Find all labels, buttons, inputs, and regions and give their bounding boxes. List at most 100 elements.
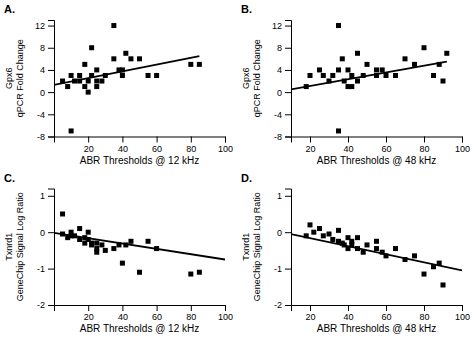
x-tick-mark (424, 137, 425, 143)
x-tick-label: 80 (419, 144, 429, 154)
x-tick-label: 100 (455, 312, 470, 322)
x-tick: 100 (218, 305, 233, 322)
y-tick: 12 (35, 21, 54, 31)
scatter-point (317, 226, 322, 231)
scatter-point (441, 79, 446, 84)
x-tick: 60 (381, 305, 391, 322)
scatter-point (327, 232, 332, 237)
y-tick: -4 (274, 110, 291, 120)
scatter-point (197, 270, 202, 275)
x-tick-mark (386, 305, 387, 311)
plot-area (54, 23, 202, 133)
x-tick: 40 (118, 137, 128, 154)
scatter-point (393, 246, 398, 251)
y-tick-mark (48, 232, 54, 233)
x-tick-label: 40 (343, 312, 353, 322)
y-tick-mark (285, 196, 291, 197)
scatter-point (346, 67, 351, 72)
x-tick-label: 80 (186, 312, 196, 322)
scatter-point (412, 253, 417, 258)
y-tick: -4 (37, 110, 54, 120)
scatter-point (308, 222, 313, 227)
x-tick-mark (424, 305, 425, 311)
panel-label: D. (241, 172, 252, 184)
y-tick: 8 (277, 43, 291, 53)
scatter-point (365, 62, 370, 67)
y-tick: 0 (40, 87, 54, 97)
scatter-point (128, 56, 133, 61)
y-tick-mark (48, 114, 54, 115)
y-tick: 1 (40, 191, 54, 201)
scatter-point (330, 237, 335, 242)
scatter-point (336, 67, 341, 72)
y-tick-mark (48, 70, 54, 71)
y-tick: 1 (277, 191, 291, 201)
y-tick-label: -1 (274, 264, 282, 274)
panel: 20406080100-2-101ABR Thresholds @ 48 kHz… (241, 172, 470, 335)
x-tick: 20 (305, 305, 315, 322)
panel: 20406080100-8-404812ABR Thresholds @ 48 … (241, 3, 470, 166)
scatter-point (431, 73, 436, 78)
scatter-point (422, 272, 427, 277)
x-tick: 100 (218, 137, 233, 154)
x-tick-mark (310, 137, 311, 143)
y-tick: 4 (277, 65, 291, 75)
scatter-point (188, 272, 193, 277)
x-tick: 20 (84, 305, 94, 322)
scatter-point (94, 250, 99, 255)
y-tick-mark (285, 70, 291, 71)
x-tick: 80 (186, 137, 196, 154)
x-axis: 20406080100 (55, 137, 234, 154)
scatter-point (412, 62, 417, 67)
scatter-point (99, 242, 104, 247)
scatter-point (380, 67, 385, 72)
x-tick-mark (122, 305, 123, 311)
y-tick-label: -4 (274, 110, 282, 120)
scatter-series (60, 23, 202, 95)
x-tick-mark (191, 305, 192, 311)
y-tick-label: 0 (277, 87, 282, 97)
x-tick-mark (386, 137, 387, 143)
y-tick-label: 0 (40, 228, 45, 238)
y-tick: 0 (277, 87, 291, 97)
scatter-point (317, 67, 322, 72)
x-tick: 80 (419, 137, 429, 154)
scatter-point (321, 233, 326, 238)
scatter-series (69, 128, 74, 133)
x-tick-mark (88, 305, 89, 311)
scatter-point (120, 73, 125, 78)
x-tick: 20 (84, 137, 94, 154)
scatter-point (77, 73, 82, 78)
panel-label: A. (4, 3, 15, 15)
x-tick-label: 60 (381, 144, 391, 154)
scatter-point (365, 242, 370, 247)
scatter-point (355, 235, 360, 240)
x-tick-mark (122, 137, 123, 143)
scatter-point (111, 246, 116, 251)
x-tick-mark (157, 137, 158, 143)
scatter-point (355, 79, 360, 84)
y-tick-label: -1 (37, 264, 45, 274)
y-axis-title-line: Txnrd1 (4, 233, 14, 261)
scatter-point (321, 73, 326, 78)
y-tick-label: -4 (37, 110, 45, 120)
scatter-point (374, 246, 379, 251)
y-tick-mark (48, 26, 54, 27)
x-axis: 20406080100 (292, 137, 471, 154)
scatter-point (441, 282, 446, 287)
y-tick-mark (285, 92, 291, 93)
x-axis-title: ABR Thresholds @ 12 kHz (80, 155, 199, 166)
scatter-point (154, 73, 159, 78)
panel-label: C. (4, 172, 15, 184)
y-tick-label: 8 (277, 43, 282, 53)
scatter-point (94, 79, 99, 84)
scatter-point (336, 23, 341, 28)
y-axis: -8-404812 (272, 21, 292, 142)
x-tick-label: 40 (118, 312, 128, 322)
y-axis-title: Gpx6qPCR Fold Change (4, 39, 25, 117)
scatter-point (137, 270, 142, 275)
scatter-point (349, 239, 354, 244)
x-tick-label: 20 (305, 144, 315, 154)
x-tick-label: 60 (381, 312, 391, 322)
y-tick-mark (48, 269, 54, 270)
